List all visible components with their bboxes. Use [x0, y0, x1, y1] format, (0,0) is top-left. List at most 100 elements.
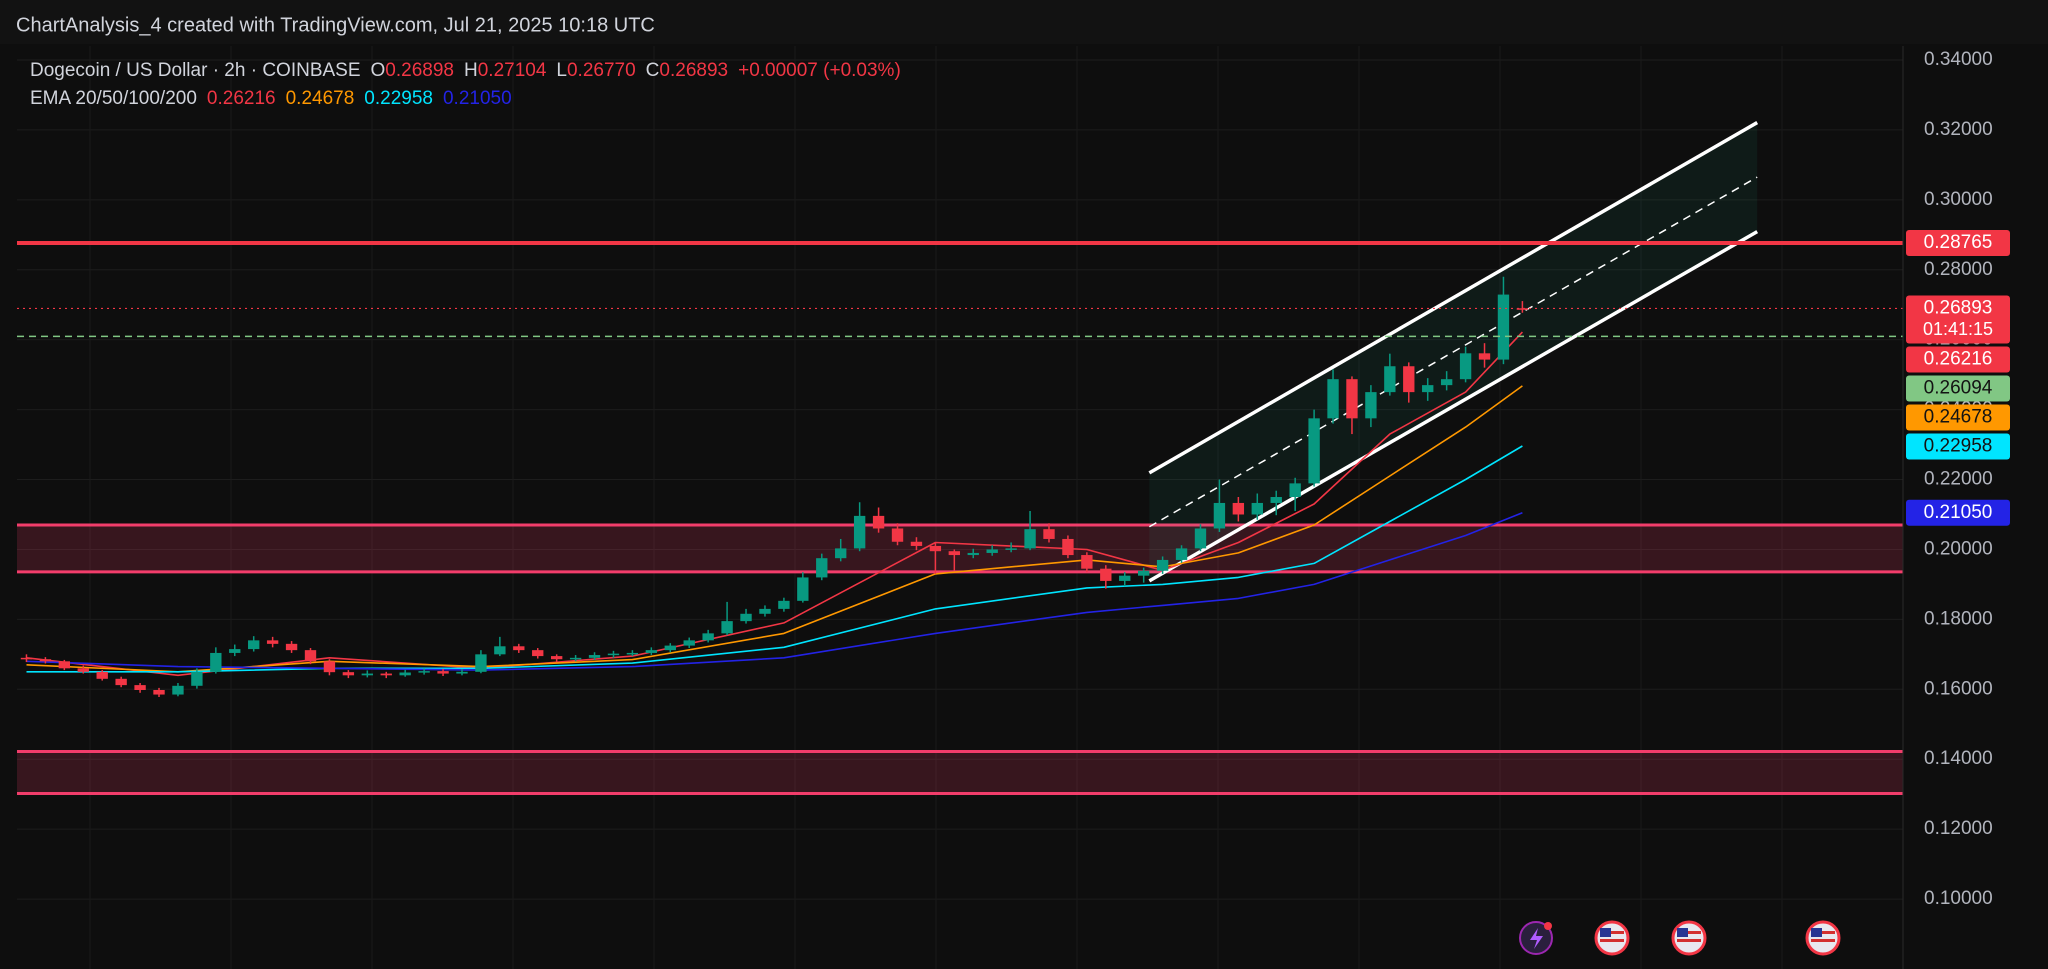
ohlc-prefix: C: [646, 60, 660, 81]
candle-body: [1308, 418, 1320, 484]
candle-body: [494, 646, 506, 655]
price-tag: [1906, 499, 2010, 526]
candle-body: [740, 613, 752, 622]
candle-body: [1270, 497, 1282, 503]
candle-body: [20, 657, 33, 660]
candle-body: [1081, 555, 1093, 569]
ohlc-prefix: L: [556, 60, 567, 81]
candle-body: [1156, 559, 1169, 571]
channel-middle: [1148, 176, 1758, 528]
flag-canton: [1677, 928, 1688, 937]
candle-body: [835, 548, 847, 559]
candle-body: [1403, 366, 1415, 393]
price-tag-label: 0.26216: [1924, 348, 1993, 369]
candle-body: [1100, 568, 1112, 581]
candle-body: [191, 671, 203, 686]
flag-circle: [1805, 920, 1841, 956]
ohlc-value: 0.26770: [567, 60, 636, 81]
ohlc-value: 0.26898: [385, 60, 454, 81]
countdown: 01:41:15: [1923, 319, 1993, 339]
zone: [17, 524, 1903, 572]
candle-body: [1024, 529, 1036, 549]
flag-stripe: [1677, 939, 1701, 942]
zones: [17, 523, 1903, 795]
change: +0.00007 (+0.03%): [738, 60, 901, 81]
zone: [17, 751, 1903, 794]
levels: [17, 241, 1903, 338]
flag-icon[interactable]: [1805, 920, 1841, 956]
candle-body: [361, 673, 373, 676]
candle-body: [1251, 502, 1263, 515]
y-tick-label: 0.32000: [1924, 119, 1993, 140]
candle-body: [1119, 575, 1131, 581]
candle-body: [1043, 529, 1055, 539]
candle-body: [77, 668, 89, 672]
y-tick-label: 0.16000: [1924, 678, 1993, 699]
y-tick-label: 0.10000: [1924, 888, 1993, 909]
candle-body: [1365, 392, 1377, 419]
candle-body: [172, 685, 184, 695]
candle-body: [153, 689, 165, 695]
channel: [1148, 121, 1759, 583]
flag-stripe: [1677, 931, 1701, 934]
flag-canton: [1600, 928, 1611, 937]
price-tag-label: 0.21050: [1924, 502, 1993, 523]
price-tag: [1906, 230, 2010, 257]
symbol: Dogecoin / US Dollar · 2h · COINBASE: [30, 60, 361, 81]
price-tag-label: 0.22958: [1924, 435, 1993, 456]
flag-circle: [1671, 920, 1707, 956]
ohlc-value: 0.26893: [659, 60, 728, 81]
candle-body: [645, 650, 658, 653]
flag-icon[interactable]: [1594, 920, 1630, 956]
candles: [20, 276, 1529, 697]
candle-body: [323, 661, 336, 673]
event-dot: [1544, 922, 1552, 930]
price-tag: [1906, 375, 2010, 402]
candle-body: [929, 545, 942, 552]
flag-stripe: [1811, 931, 1835, 934]
flag-icon[interactable]: [1671, 920, 1707, 956]
candle-body: [1459, 353, 1472, 380]
candle-body: [550, 656, 563, 660]
indicator-value: 0.24678: [286, 88, 355, 109]
candle-body: [626, 652, 639, 655]
candle-body: [248, 640, 260, 650]
y-tick-label: 0.18000: [1924, 608, 1993, 629]
candle-body: [266, 640, 279, 644]
candle-body: [1232, 502, 1245, 515]
candle-body: [721, 621, 733, 634]
y-tick-label: 0.20000: [1924, 538, 1993, 559]
y-tick-label: 0.14000: [1924, 748, 1993, 769]
candle-body: [1422, 385, 1434, 393]
ohlc-prefix: H: [464, 60, 478, 81]
candle-body: [948, 551, 960, 556]
y-tick-label: 0.12000: [1924, 818, 1993, 839]
price-tag-label: 0.28765: [1924, 232, 1993, 253]
indicator-name: EMA 20/50/100/200: [30, 88, 197, 109]
candle-body: [1289, 483, 1301, 498]
ema-line: [26, 385, 1523, 673]
candle-body: [702, 633, 714, 641]
price-tag-label: 0.26893: [1924, 297, 1993, 318]
candle-body: [1194, 528, 1207, 549]
candle-body: [853, 515, 866, 549]
flag-circle: [1594, 920, 1630, 956]
candle-body: [759, 608, 771, 614]
candle-body: [1005, 548, 1017, 550]
candle-body: [1327, 379, 1339, 419]
candle-body: [588, 655, 601, 658]
candle-body: [1516, 308, 1529, 310]
candle-body: [134, 685, 146, 690]
indicator-value: 0.26216: [207, 88, 276, 109]
indicator-value: 0.21050: [443, 88, 512, 109]
price-tag: [1906, 404, 2010, 431]
flag-stripe: [1600, 931, 1624, 934]
candle-body: [1478, 353, 1491, 360]
candle-body: [569, 657, 582, 660]
candle-body: [96, 671, 108, 679]
y-tick-label: 0.22000: [1924, 469, 1993, 490]
candle-body: [456, 671, 468, 674]
legend: Dogecoin / US Dollar · 2h · COINBASE O0.2…: [30, 60, 901, 109]
